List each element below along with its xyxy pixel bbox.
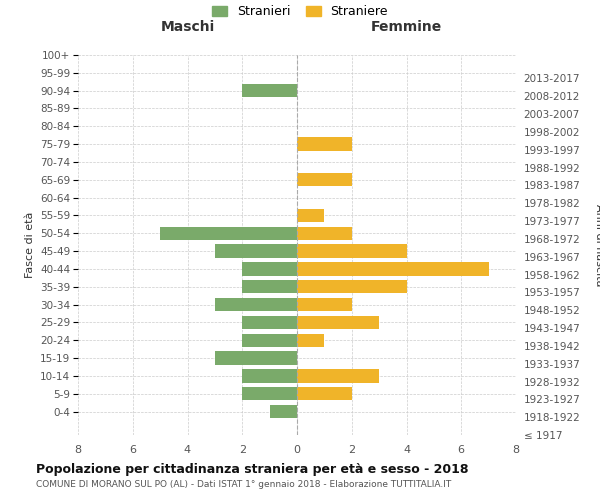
Bar xyxy=(297,209,325,222)
Bar xyxy=(215,298,297,312)
Y-axis label: Fasce di età: Fasce di età xyxy=(25,212,35,278)
Bar xyxy=(215,244,297,258)
Text: Maschi: Maschi xyxy=(160,20,215,34)
Bar xyxy=(160,226,297,240)
Bar xyxy=(297,262,488,276)
Bar xyxy=(242,280,297,293)
Bar xyxy=(242,262,297,276)
Bar xyxy=(297,226,352,240)
Y-axis label: Anni di nascita: Anni di nascita xyxy=(594,204,600,286)
Bar xyxy=(297,387,352,400)
Bar xyxy=(242,316,297,329)
Bar xyxy=(242,387,297,400)
Legend: Stranieri, Straniere: Stranieri, Straniere xyxy=(208,1,392,21)
Text: Femmine: Femmine xyxy=(371,20,442,34)
Bar xyxy=(297,316,379,329)
Bar xyxy=(297,298,352,312)
Bar xyxy=(215,352,297,365)
Bar xyxy=(297,244,407,258)
Bar xyxy=(297,280,407,293)
Bar xyxy=(297,334,325,347)
Text: COMUNE DI MORANO SUL PO (AL) - Dati ISTAT 1° gennaio 2018 - Elaborazione TUTTITA: COMUNE DI MORANO SUL PO (AL) - Dati ISTA… xyxy=(36,480,451,489)
Bar xyxy=(242,334,297,347)
Bar xyxy=(297,138,352,151)
Bar xyxy=(269,405,297,418)
Bar xyxy=(242,84,297,98)
Bar xyxy=(297,173,352,186)
Bar xyxy=(297,370,379,382)
Text: Popolazione per cittadinanza straniera per età e sesso - 2018: Popolazione per cittadinanza straniera p… xyxy=(36,462,469,475)
Bar xyxy=(242,370,297,382)
